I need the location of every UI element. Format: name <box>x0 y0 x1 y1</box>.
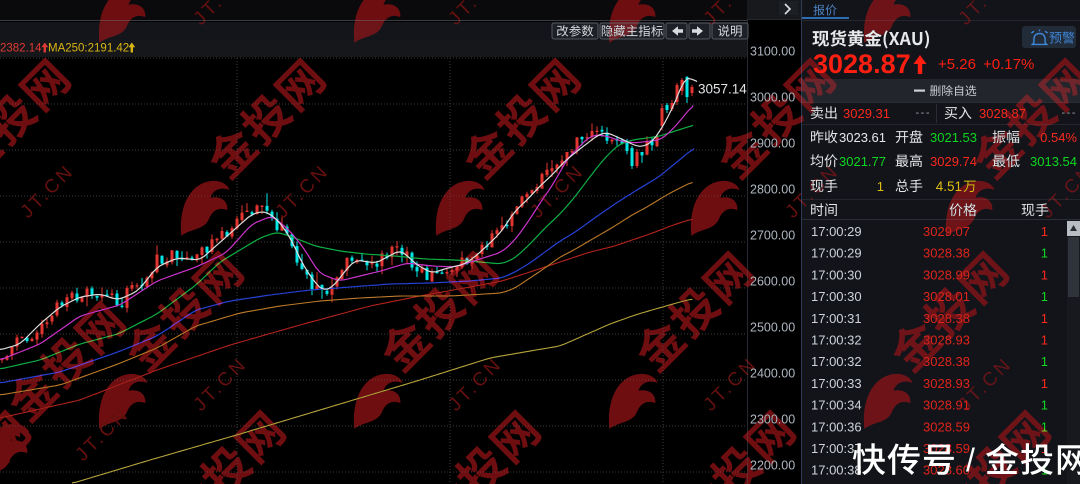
svg-text:17:00:38: 17:00:38 <box>811 463 862 478</box>
svg-text:1: 1 <box>1041 311 1048 326</box>
svg-text:3023.61: 3023.61 <box>839 130 886 145</box>
svg-text:17:00:29: 17:00:29 <box>811 246 862 261</box>
svg-text:MA250:2191.42: MA250:2191.42 <box>48 43 129 55</box>
svg-text:17:00:34: 17:00:34 <box>811 398 862 413</box>
svg-text:1: 1 <box>1041 398 1048 413</box>
svg-text:17:00:30: 17:00:30 <box>811 289 862 304</box>
svg-text:3100.00: 3100.00 <box>750 45 795 59</box>
svg-text:3021.77: 3021.77 <box>839 154 886 169</box>
svg-text:1: 1 <box>1041 376 1048 391</box>
svg-text:1: 1 <box>1041 354 1048 369</box>
svg-text:17:00:32: 17:00:32 <box>811 333 862 348</box>
svg-text:2382.14: 2382.14 <box>0 43 42 55</box>
svg-text:17:00:31: 17:00:31 <box>811 311 862 326</box>
svg-text:17:00:32: 17:00:32 <box>811 354 862 369</box>
svg-text:1: 1 <box>1041 289 1048 304</box>
svg-text:---: --- <box>916 107 932 119</box>
svg-text:17:00:36: 17:00:36 <box>811 419 862 434</box>
svg-text:/: / <box>966 442 975 478</box>
svg-text:1: 1 <box>1041 246 1048 261</box>
svg-text:1: 1 <box>1041 333 1048 348</box>
svg-text:17:00:37: 17:00:37 <box>811 441 862 456</box>
svg-text:17:00:33: 17:00:33 <box>811 376 862 391</box>
svg-text:1: 1 <box>877 179 884 194</box>
svg-text:17:00:30: 17:00:30 <box>811 267 862 282</box>
svg-text:1: 1 <box>1041 267 1048 282</box>
svg-text:3029.31: 3029.31 <box>843 106 890 121</box>
